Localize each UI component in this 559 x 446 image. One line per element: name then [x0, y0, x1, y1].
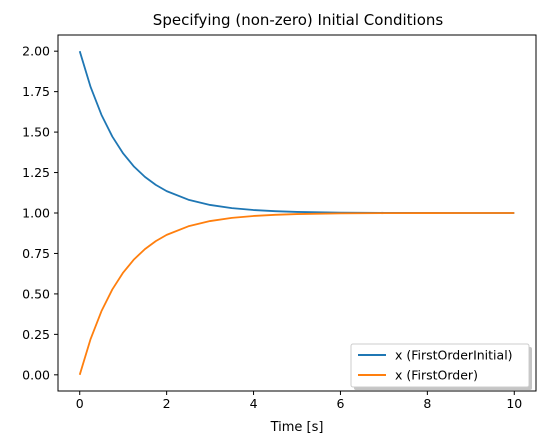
legend-box	[350, 343, 530, 388]
x-axis: 0 2 4 6 8 10	[76, 391, 522, 411]
plot-lines	[78, 50, 515, 376]
legend-label-series-2: x (FirstOrder)	[395, 368, 478, 383]
x-tick-label: 6	[336, 396, 344, 411]
y-tick-label: 1.25	[22, 165, 50, 180]
y-tick-label: 0.25	[22, 327, 50, 342]
x-axis-label: Time [s]	[270, 420, 324, 435]
x-tick-label: 10	[506, 396, 522, 411]
x-tick-label: 8	[423, 396, 431, 411]
legend: x (FirstOrderInitial) x (FirstOrder)	[350, 343, 532, 390]
y-tick-label: 0.75	[22, 246, 50, 261]
y-tick-label: 1.50	[22, 125, 50, 140]
y-tick-label: 1.00	[22, 206, 50, 221]
x-tick-label: 4	[250, 396, 258, 411]
x-tick-label: 0	[76, 396, 84, 411]
y-tick-label: 0.00	[22, 367, 50, 382]
y-tick-label: 1.75	[22, 84, 50, 99]
legend-label-series-1: x (FirstOrderInitial)	[395, 348, 513, 363]
series-line-2	[78, 212, 515, 376]
y-tick-label: 0.50	[22, 286, 50, 301]
x-tick-label: 2	[163, 396, 171, 411]
y-tick-label: 2.00	[22, 44, 50, 59]
y-axis: 0.00 0.25 0.50 0.75 1.00 1.25 1.50 1.75 2.00	[22, 44, 58, 382]
chart-title: Specifying (non-zero) Initial Conditions	[153, 11, 444, 29]
